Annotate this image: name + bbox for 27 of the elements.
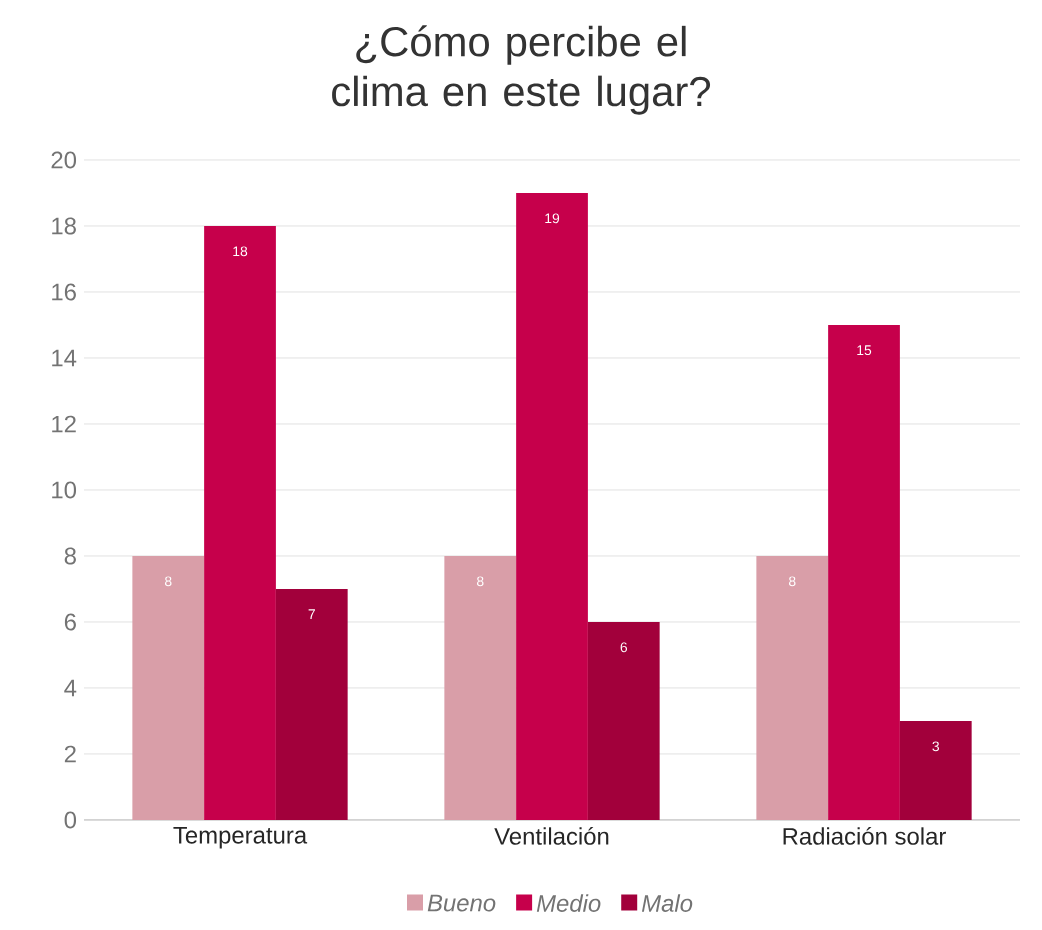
y-tick-label: 6 bbox=[64, 613, 76, 631]
bar bbox=[204, 225, 276, 820]
bar bbox=[516, 192, 588, 820]
y-tick-label: 12 bbox=[52, 415, 76, 433]
chart-title: ¿Cómo percibe el clima en este lugar? bbox=[332, 25, 711, 115]
y-tick-label: 18 bbox=[52, 217, 76, 235]
y-tick-label: 8 bbox=[64, 547, 76, 565]
y-tick-label: 10 bbox=[52, 481, 77, 499]
bar bbox=[275, 588, 348, 820]
legend-label: Medio bbox=[536, 894, 601, 912]
y-tick-label: 0 bbox=[64, 811, 77, 829]
y-tick-label: 14 bbox=[52, 349, 77, 367]
x-tick-label: Radiación solar bbox=[783, 827, 946, 845]
bar bbox=[132, 555, 205, 820]
x-tick-label: Temperatura bbox=[173, 827, 308, 849]
y-tick-label: 20 bbox=[51, 151, 77, 169]
bar bbox=[587, 621, 660, 820]
legend-label: Bueno bbox=[427, 894, 496, 912]
legend-label: Malo bbox=[641, 894, 693, 912]
bar bbox=[899, 720, 972, 820]
x-tick-label: Ventilación bbox=[494, 827, 609, 845]
bar bbox=[756, 555, 829, 820]
bar bbox=[828, 324, 900, 820]
y-tick-label: 4 bbox=[64, 679, 77, 697]
y-tick-label: 16 bbox=[52, 283, 76, 301]
bar bbox=[444, 555, 517, 820]
y-tick-label: 2 bbox=[64, 745, 76, 763]
